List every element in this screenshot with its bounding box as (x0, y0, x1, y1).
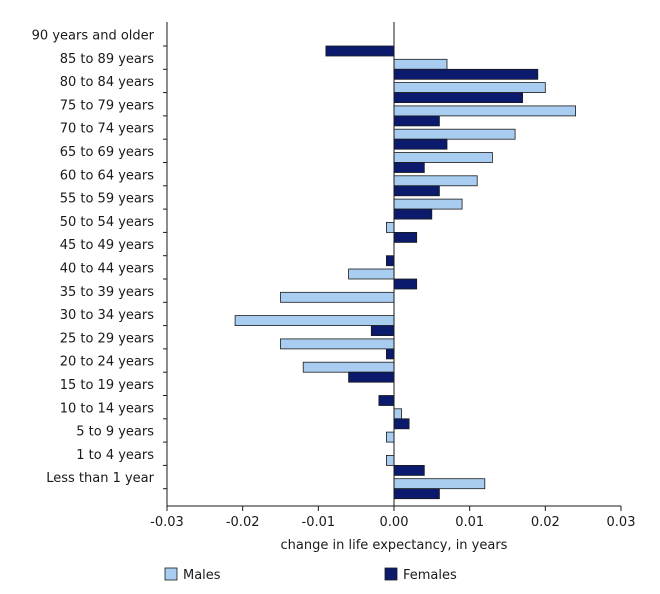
bar-females-14 (348, 371, 395, 383)
category-label: 35 to 39 years (60, 285, 155, 300)
bar-females-6 (393, 185, 440, 197)
bar-males-10 (348, 268, 395, 280)
bar-females-4 (393, 138, 448, 150)
bar-males-3 (393, 105, 577, 117)
category-label: 70 to 74 years (60, 122, 155, 137)
bar-females-8 (393, 231, 418, 243)
bar-females-1 (393, 68, 539, 80)
bar-males-8 (385, 221, 395, 233)
category-label: 65 to 69 years (60, 145, 155, 160)
x-tick-label: 0.02 (531, 515, 560, 530)
bar-males-7 (393, 198, 463, 210)
category-label: 20 to 24 years (60, 355, 155, 370)
bar-females-7 (393, 208, 433, 220)
category-label: 45 to 49 years (60, 238, 155, 253)
bar-males-5 (393, 152, 493, 163)
bar-females-13 (385, 348, 395, 360)
bar-males-17 (385, 431, 395, 443)
bar-females-15 (378, 395, 395, 406)
bar-females-0 (325, 45, 395, 57)
x-tick-label: 0.01 (455, 515, 484, 530)
bar-males-4 (393, 128, 516, 140)
bar-females-2 (393, 92, 524, 103)
bar-females-9 (385, 255, 395, 267)
category-label: 25 to 29 years (60, 331, 155, 346)
bar-females-3 (393, 115, 440, 127)
bar-males-1 (393, 58, 448, 70)
legend-swatch-males (164, 567, 178, 581)
bar-females-18 (393, 464, 425, 476)
legend-swatch-females (384, 567, 398, 581)
category-label: 90 years and older (32, 29, 155, 44)
category-label: 1 to 4 years (76, 448, 154, 463)
category-label: Less than 1 year (46, 471, 154, 486)
bar-males-16 (393, 408, 402, 420)
category-label: 55 to 59 years (60, 192, 155, 207)
x-tick-label: -0.03 (150, 515, 184, 530)
x-tick-label: 0.03 (607, 515, 636, 530)
bar-males-12 (234, 315, 395, 327)
category-label: 5 to 9 years (76, 425, 154, 440)
bar-males-6 (393, 175, 478, 187)
category-label: 10 to 14 years (60, 401, 155, 416)
category-label: 30 to 34 years (60, 308, 155, 323)
bar-males-14 (302, 361, 395, 373)
x-tick-label: 0.00 (380, 515, 409, 530)
legend-label-females: Females (403, 568, 457, 583)
category-label: 75 to 79 years (60, 98, 155, 113)
bar-females-16 (393, 418, 410, 430)
category-label: 85 to 89 years (60, 52, 155, 67)
bar-males-18 (385, 454, 395, 466)
bar-females-12 (370, 325, 395, 337)
category-label: 15 to 19 years (60, 378, 155, 393)
x-tick-label: -0.01 (302, 515, 336, 530)
bar-males-11 (280, 291, 395, 303)
bar-females-10 (393, 278, 418, 290)
bar-males-13 (280, 338, 395, 350)
category-label: 40 to 44 years (60, 262, 155, 277)
category-label: 80 to 84 years (60, 75, 155, 90)
bar-males-2 (393, 82, 546, 93)
category-label: 60 to 64 years (60, 168, 155, 183)
bar-females-5 (393, 162, 425, 173)
category-label: 50 to 54 years (60, 215, 155, 230)
bar-males-19 (393, 478, 486, 490)
x-tick-label: -0.02 (226, 515, 260, 530)
bar-females-19 (393, 488, 440, 500)
x-axis-title: change in life expectancy, in years (281, 538, 508, 553)
legend-label-males: Males (183, 568, 221, 583)
